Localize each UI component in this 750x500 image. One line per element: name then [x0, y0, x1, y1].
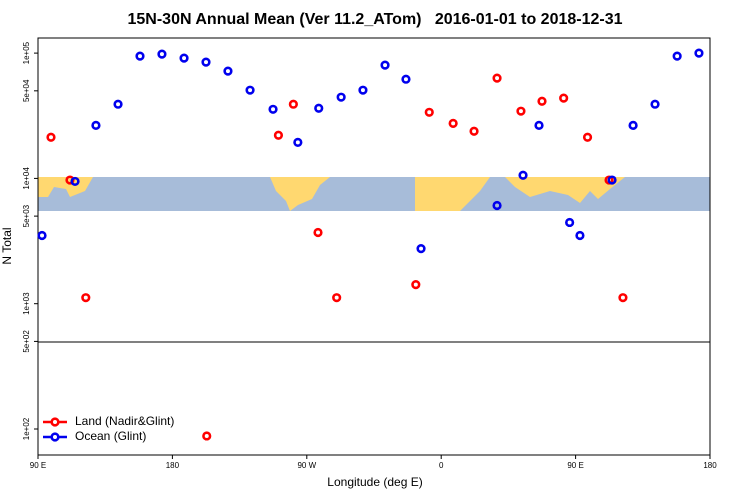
- x-tick-label: 180: [703, 461, 717, 470]
- x-tick-label: 90 E: [567, 461, 583, 470]
- point: [650, 99, 660, 109]
- point: [336, 92, 346, 102]
- x-tick-label: 180: [166, 461, 180, 470]
- point: [469, 126, 479, 136]
- point: [534, 120, 544, 130]
- y-tick-label: 5e+04: [22, 79, 31, 102]
- point: [516, 106, 526, 116]
- point: [492, 200, 502, 211]
- y-tick-label: 1e+05: [22, 41, 31, 64]
- point: [313, 227, 323, 238]
- point: [424, 107, 434, 117]
- point: [448, 118, 458, 128]
- x-tick-label: 90 E: [30, 461, 46, 470]
- point: [380, 60, 390, 70]
- plot-frame: [37, 37, 711, 456]
- y-tick-label: 1e+02: [22, 417, 31, 440]
- legend-marker: [50, 432, 60, 442]
- point: [37, 230, 47, 241]
- point: [628, 120, 638, 130]
- point: [672, 51, 682, 61]
- point: [575, 230, 585, 241]
- point: [293, 137, 303, 147]
- point: [618, 293, 628, 303]
- point: [332, 293, 342, 303]
- y-tick-label: 5e+02: [22, 330, 31, 353]
- point: [416, 244, 426, 254]
- x-axis-label: Longitude (deg E): [327, 475, 422, 489]
- point: [179, 53, 189, 63]
- chart-title: 15N-30N Annual Mean (Ver 11.2_ATom) 2016…: [127, 11, 622, 28]
- y-tick-label: 1e+03: [22, 292, 31, 315]
- y-tick-label: 1e+04: [22, 167, 31, 190]
- point: [268, 104, 278, 114]
- legend-marker: [50, 417, 60, 427]
- point: [223, 66, 233, 76]
- point: [401, 74, 411, 84]
- point: [288, 99, 298, 109]
- x-tick-label: 90 W: [297, 461, 316, 470]
- point: [559, 93, 569, 103]
- point: [81, 293, 91, 303]
- point: [201, 57, 211, 67]
- point: [411, 280, 421, 290]
- y-axis-label: N Total: [0, 227, 14, 264]
- point: [607, 175, 617, 185]
- point: [245, 85, 255, 95]
- point: [135, 51, 145, 61]
- point: [358, 85, 368, 95]
- point: [314, 103, 324, 113]
- point: [157, 49, 167, 59]
- point: [492, 73, 502, 83]
- world-map: [38, 177, 710, 211]
- legend-label: Ocean (Glint): [75, 429, 146, 443]
- point: [46, 132, 56, 142]
- point: [113, 99, 123, 109]
- point: [518, 170, 528, 180]
- legend-label: Land (Nadir&Glint): [75, 414, 174, 428]
- point: [582, 132, 593, 142]
- point: [537, 96, 547, 106]
- point: [565, 217, 575, 228]
- point: [694, 48, 704, 58]
- x-tick-label: 0: [439, 461, 444, 470]
- point: [91, 120, 101, 130]
- point: [70, 176, 80, 187]
- y-tick-label: 5e+03: [22, 204, 31, 227]
- point: [202, 431, 212, 441]
- point: [273, 130, 284, 140]
